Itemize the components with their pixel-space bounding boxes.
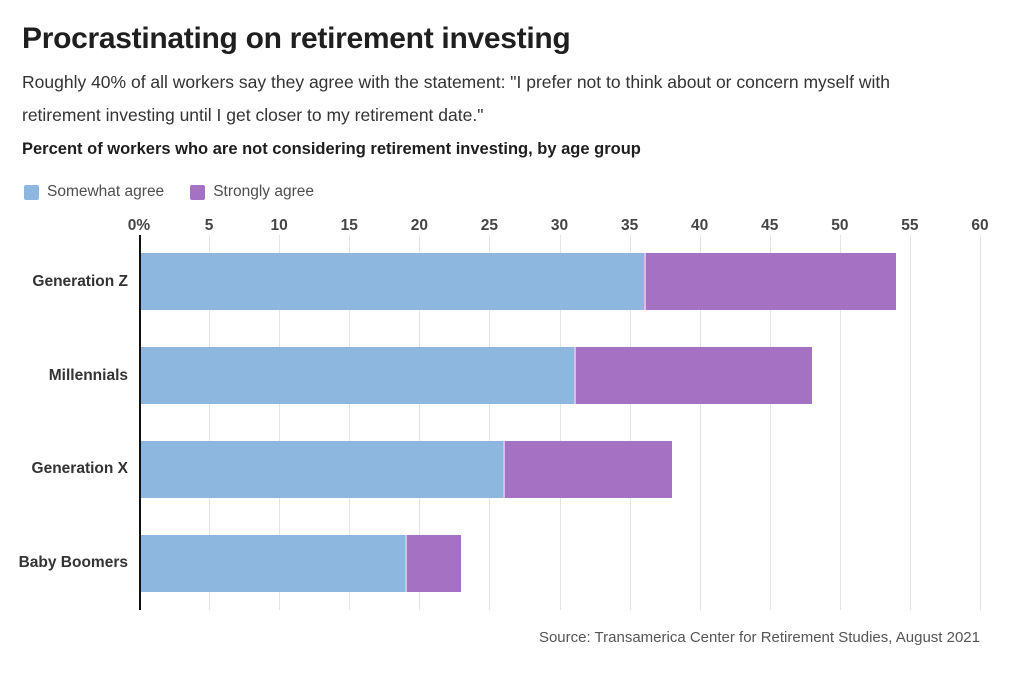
- x-axis-tick-label: 5: [204, 217, 214, 234]
- legend-label-somewhat-agree: Somewhat agree: [47, 183, 165, 200]
- x-axis-tick-label: 40: [691, 217, 709, 234]
- bar-segment-somewhat-agree: [139, 534, 406, 592]
- axis-zero-line: [139, 235, 141, 610]
- gridline: [980, 235, 981, 610]
- legend-item-strongly-agree: Strongly agree: [190, 183, 314, 201]
- gridline: [769, 235, 771, 610]
- category-label-millennials: Millennials: [48, 366, 128, 384]
- legend-label-strongly-agree: Strongly agree: [213, 183, 314, 200]
- category-labels: Generation Z Millennials Generation X Baby …: [18, 235, 128, 610]
- plot-area: [139, 235, 981, 610]
- x-axis-tick-label: 20: [410, 217, 428, 234]
- legend: Somewhat agree Strongly agree: [24, 183, 980, 201]
- bar-generation-x: [139, 440, 672, 498]
- gridline: [699, 235, 701, 610]
- x-axis-tick-label: 45: [761, 217, 779, 234]
- x-axis-tick-label: 15: [340, 217, 358, 234]
- bar-generation-z: [139, 253, 896, 311]
- x-axis-tick-label: 30: [550, 217, 569, 234]
- gridline: [419, 235, 421, 610]
- bar-segment-somewhat-agree: [139, 440, 504, 498]
- gridline: [839, 235, 841, 610]
- source-credit: Source: Transamerica Center for Retireme…: [538, 629, 980, 646]
- legend-swatch-somewhat-agree: [24, 184, 39, 200]
- category-label-generation-x: Generation X: [31, 460, 128, 478]
- gridline: [209, 235, 211, 610]
- gridline: [559, 235, 561, 610]
- bar-millennials: [139, 347, 812, 405]
- gridline: [629, 235, 631, 610]
- page-title: Procrastinating on retirement investing: [22, 22, 571, 55]
- bar-segment-somewhat-agree: [139, 347, 574, 405]
- bar-segment-strongly-agree: [573, 347, 812, 405]
- legend-item-somewhat-agree: Somewhat agree: [24, 183, 164, 201]
- gridline: [279, 235, 281, 610]
- chart-subtitle: Percent of workers who are not consideri…: [22, 140, 641, 158]
- category-label-generation-z: Generation Z: [32, 272, 128, 290]
- gridline: [489, 235, 491, 610]
- footer: Source: Transamerica Center for Retireme…: [22, 629, 980, 647]
- gridline: [349, 235, 351, 610]
- bar-segment-somewhat-agree: [139, 253, 644, 311]
- chart-description: Roughly 40% of all workers say they agre…: [22, 72, 891, 125]
- bar-segment-strongly-agree: [405, 534, 462, 592]
- x-axis-tick-label: 25: [480, 217, 499, 234]
- x-axis-tick-label: 35: [620, 217, 639, 234]
- x-axis-tick-label: 60: [971, 217, 989, 234]
- gridline: [909, 235, 911, 610]
- legend-swatch-strongly-agree: [190, 184, 206, 200]
- bar-baby-boomers: [139, 534, 462, 592]
- bar-segment-strongly-agree: [643, 253, 896, 311]
- bar-segment-strongly-agree: [503, 440, 672, 498]
- plot-wrap: Generation Z Millennials Generation X Baby …: [18, 235, 981, 610]
- stacked-bar-chart: 0% 5 10 15 20 25 30 35 40 45 50 55 60 Generation Z Mi…: [18, 213, 989, 610]
- x-axis: 0% 5 10 15 20 25 30 35 40 45 50 55 60: [128, 213, 989, 235]
- x-axis-tick-label: 50: [831, 217, 849, 234]
- category-label-baby-boomers: Baby Boomers: [18, 554, 128, 572]
- x-axis-tick-label: 10: [270, 217, 288, 234]
- x-axis-tick-label: 55: [901, 217, 919, 234]
- x-axis-tick-label: 0%: [127, 217, 151, 234]
